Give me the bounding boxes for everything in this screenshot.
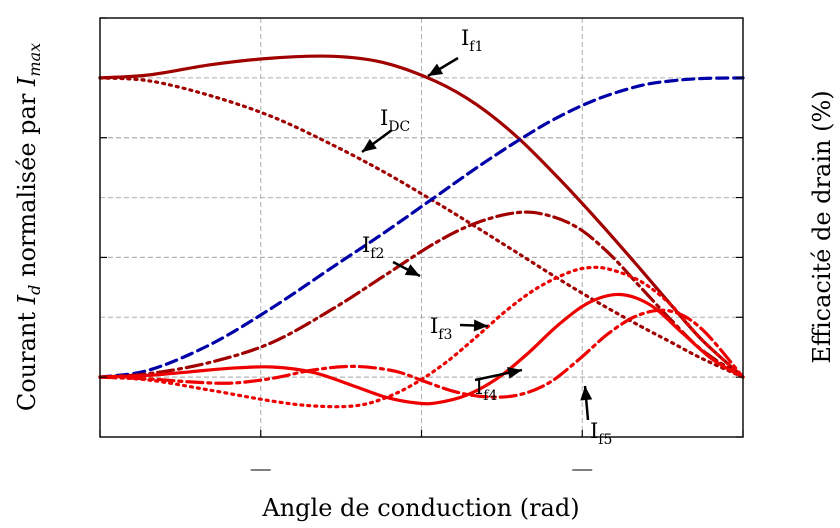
- series-group: [98, 54, 745, 409]
- annotation-dc: IDC: [380, 106, 410, 135]
- ticks: [99, 17, 744, 471]
- annotation-f5: If5: [590, 419, 612, 448]
- annotation-f2: If2: [362, 233, 384, 262]
- x-axis-label: Angle de conduction (rad): [261, 494, 579, 522]
- grid: [100, 18, 743, 437]
- annotation-f4: If4: [475, 375, 497, 404]
- series-line-i-f1: [98, 54, 745, 379]
- arrow-head: [404, 264, 420, 276]
- arrow-head: [362, 138, 377, 152]
- series-line-efficacit-de-drain: [98, 76, 745, 379]
- series-line-i-dc: [98, 76, 745, 379]
- annotation-arrows: [361, 56, 593, 421]
- series-line-i-f3: [98, 265, 745, 409]
- annotation-f1: If1: [461, 26, 483, 55]
- y-axis-label: Courant Id normalisée par Imax: [13, 43, 44, 411]
- arrow-head: [507, 367, 522, 379]
- annotations: If1 IDC If2 If3 If4 If5: [362, 26, 612, 448]
- arrow-head: [473, 319, 488, 332]
- annotation-f3: If3: [430, 314, 452, 343]
- arrow-head: [580, 386, 593, 401]
- y2-axis-label: Efficacité de drain (%): [808, 90, 836, 363]
- series-line-i-f4: [98, 292, 745, 406]
- arrow-head: [428, 63, 444, 76]
- series-line-i-f5: [98, 308, 745, 399]
- series-line-i-f2: [98, 210, 745, 379]
